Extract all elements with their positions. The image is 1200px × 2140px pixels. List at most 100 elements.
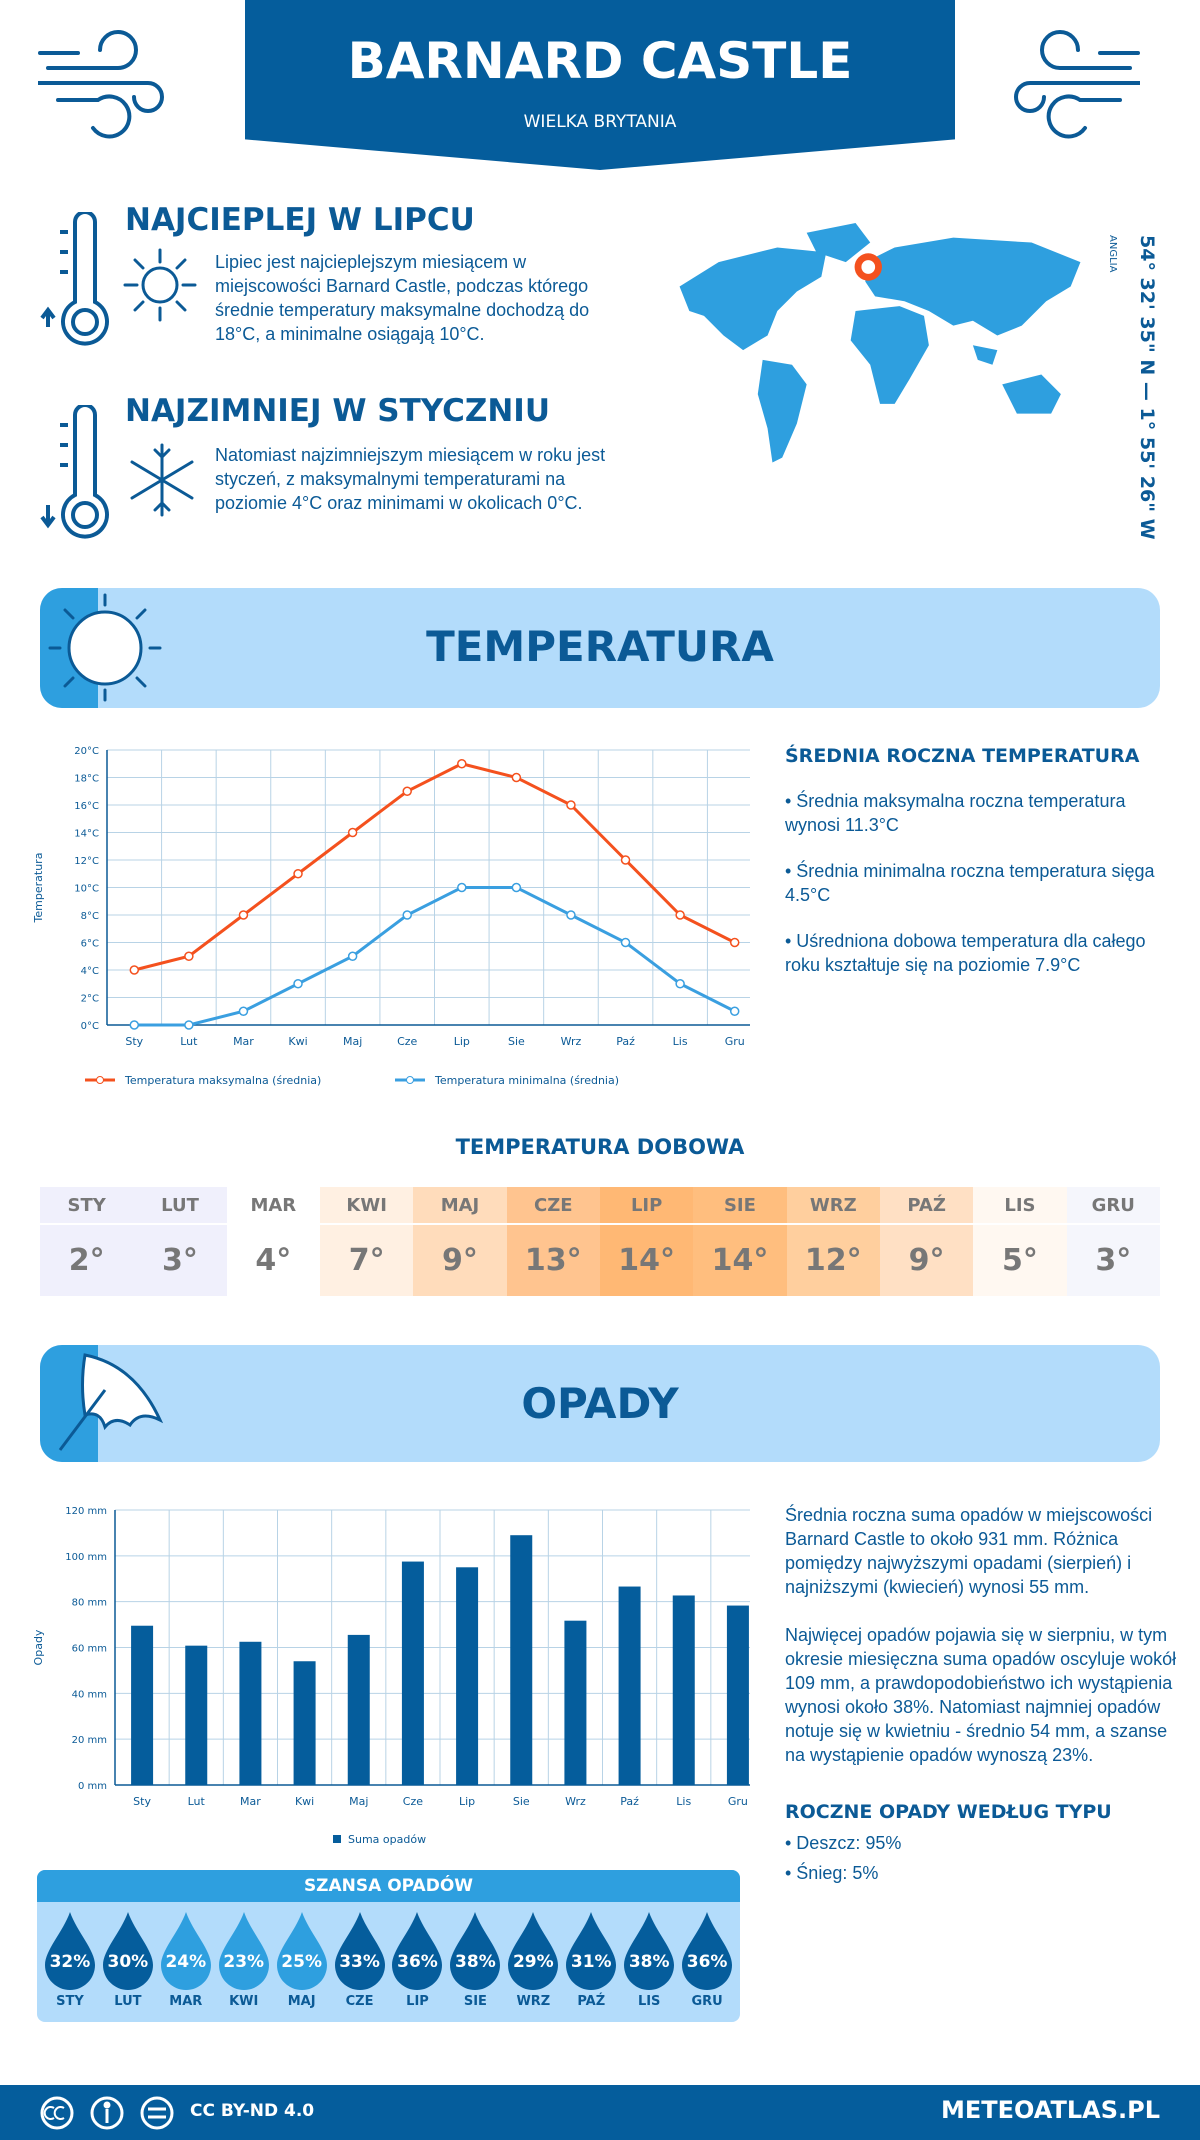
bar: [185, 1645, 208, 1785]
data-point: [675, 910, 685, 920]
chance-item: 24% MAR: [157, 1902, 215, 2009]
x-tick-label: Mar: [240, 1795, 261, 1808]
data-point: [402, 910, 412, 920]
month-label: CZE: [506, 1187, 600, 1225]
y-tick-label: 20 mm: [72, 1735, 107, 1746]
x-tick-label: Maj: [343, 1035, 362, 1048]
temp-bullet-2: • Średnia minimalna roczna temperatura s…: [785, 861, 1155, 905]
thermometer-cold-icon: [40, 405, 109, 539]
chance-value: 33%: [339, 1952, 380, 1972]
region-label: ANGLIA: [1107, 235, 1118, 273]
month-label: GRU: [1066, 1187, 1160, 1225]
month-label: MAJ: [287, 1994, 316, 2009]
month-label: LIS: [973, 1187, 1067, 1225]
x-tick-label: Wrz: [561, 1035, 582, 1048]
temp-bullet-1: • Średnia maksymalna roczna temperatura …: [785, 791, 1126, 835]
precip-text-1: Średnia roczna suma opadów w miejscowośc…: [785, 1505, 1153, 1597]
chance-value: 38%: [628, 1952, 670, 1972]
month-label: SIE: [463, 1994, 487, 2009]
precip-summary: Średnia roczna suma opadów w miejscowośc…: [785, 1503, 1180, 1885]
bar: [131, 1625, 154, 1785]
daily-temp-table: STY 2° LUT 3° MAR 4° KWI 7° MAJ 9° CZE 13° LIP 14° SIE…: [40, 1187, 1160, 1296]
temperature-chart: 0°C 2°C 4°C 6°C 8°C 10°C 12°C 14°C 16°C 18°C 20°C S…: [32, 746, 750, 1087]
chance-value: 24%: [165, 1952, 207, 1972]
cc-license-icons: [40, 2096, 174, 2130]
y-tick-label: 20°C: [74, 746, 99, 757]
chance-value: 23%: [223, 1952, 265, 1972]
month-label: MAR: [226, 1187, 320, 1225]
data-point: [729, 1006, 740, 1016]
precip-chance-title: SZANSA OPADÓW: [37, 1870, 740, 1902]
raindrop-icon: 36%: [392, 1912, 443, 1990]
raindrop-icon: 23%: [218, 1912, 269, 1990]
legend-label: Temperatura minimalna (średnia): [434, 1074, 619, 1087]
daily-temp-cell: PAŹ 9°: [879, 1187, 974, 1296]
temp-summary: ŚREDNIA ROCZNA TEMPERATURA • Średnia mak…: [785, 745, 1180, 977]
series-line-min: [134, 886, 736, 1027]
license-label: CC BY-ND 4.0: [190, 2101, 315, 2121]
data-point: [511, 772, 522, 783]
data-point: [129, 1020, 140, 1030]
header-banner: [245, 0, 955, 170]
data-point: [402, 786, 412, 796]
x-tick-label: Lip: [459, 1795, 475, 1808]
wind-icon-right: [1014, 30, 1140, 139]
y-tick-label: 40 mm: [72, 1689, 107, 1700]
daily-temp-cell: SIE 14°: [693, 1187, 787, 1296]
bar: [293, 1661, 316, 1785]
x-tick-label: Sty: [125, 1035, 143, 1048]
temperature-banner: TEMPERATURA: [40, 588, 1160, 708]
x-tick-label: Paź: [620, 1795, 639, 1808]
raindrop-icon: 31%: [566, 1912, 617, 1990]
legend-swatch: [333, 1835, 341, 1843]
bar: [456, 1567, 479, 1785]
bar: [510, 1535, 533, 1785]
sun-icon: [123, 248, 197, 322]
data-point: [620, 855, 631, 865]
month-label: WRZ: [516, 1994, 551, 2009]
x-tick-label: Maj: [349, 1795, 368, 1808]
data-point: [729, 937, 740, 948]
y-tick-label: 0°C: [81, 1021, 99, 1032]
legend-marker: [406, 1076, 414, 1084]
temperature-title: TEMPERATURA: [426, 622, 774, 671]
month-label: MAJ: [413, 1187, 507, 1225]
x-tick-label: Lut: [188, 1795, 206, 1808]
footer: [0, 2085, 1200, 2140]
data-point: [347, 951, 358, 961]
data-point: [129, 965, 140, 975]
legend-label: Temperatura maksymalna (średnia): [124, 1074, 321, 1087]
bar: [672, 1595, 695, 1785]
wind-icon-left: [38, 30, 164, 139]
y-tick-label: 8°C: [81, 911, 99, 922]
data-point: [675, 979, 685, 989]
temp-value: 4°: [255, 1243, 292, 1278]
x-tick-label: Kwi: [288, 1035, 307, 1048]
temp-value: 9°: [908, 1243, 945, 1278]
y-tick-label: 60 mm: [72, 1644, 107, 1655]
month-label: KWI: [229, 1994, 259, 2009]
y-tick-label: 12°C: [74, 856, 99, 867]
y-tick-label: 6°C: [81, 939, 99, 950]
x-tick-label: Gru: [728, 1795, 748, 1808]
x-tick-label: Sty: [133, 1795, 151, 1808]
x-tick-label: Mar: [233, 1035, 254, 1048]
chance-item: 32% STY: [41, 1902, 99, 2009]
month-label: KWI: [319, 1187, 414, 1225]
chance-item: 38% LIS: [620, 1902, 678, 2009]
site-link[interactable]: METEOATLAS.PL: [940, 2096, 1160, 2124]
x-tick-label: Sie: [513, 1795, 530, 1808]
precipitation-chart: 0 mm 20 mm 40 mm 60 mm 80 mm 100 mm 120 mm Sty L…: [32, 1506, 750, 1846]
chance-value: 31%: [570, 1952, 612, 1972]
month-label: GRU: [691, 1994, 723, 2009]
daily-temp-cell: GRU 3°: [1066, 1187, 1160, 1296]
raindrop-icon: 38%: [450, 1912, 501, 1990]
x-tick-label: Wrz: [565, 1795, 586, 1808]
month-label: LIS: [637, 1994, 661, 2009]
temp-value: 9°: [442, 1243, 478, 1278]
y-tick-label: 18°C: [74, 774, 99, 785]
coordinates: 54° 32' 35" N — 1° 55' 26" W: [1136, 235, 1158, 540]
chance-item: 25% MAJ: [273, 1902, 331, 2009]
x-tick-label: Gru: [725, 1035, 745, 1048]
chance-item: 30% LUT: [99, 1902, 157, 2009]
